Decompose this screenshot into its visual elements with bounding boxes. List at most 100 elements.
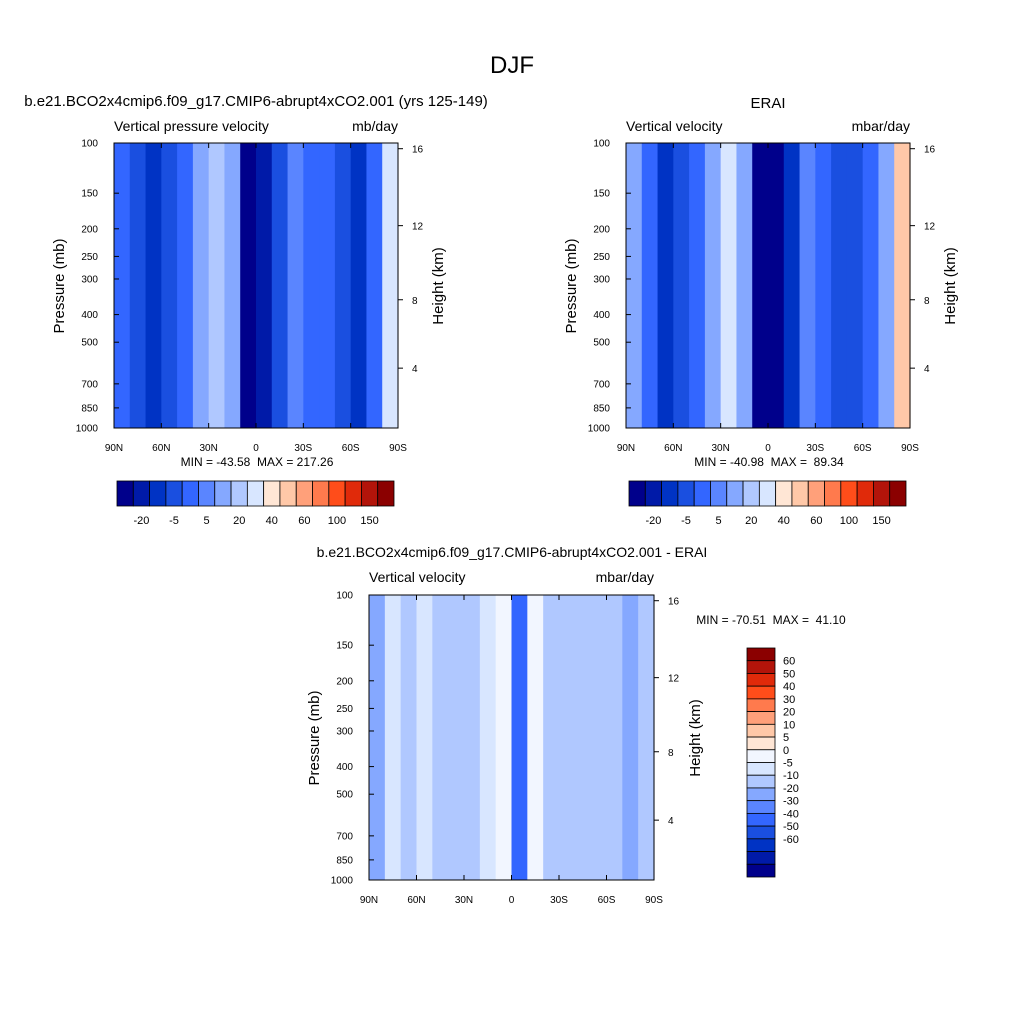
colorbar-label: 40 [778, 515, 790, 527]
colorbar-segment [230, 480, 248, 507]
colorbar-segment [746, 660, 776, 674]
data-cell [574, 595, 592, 880]
colorbar-segment [807, 480, 825, 507]
data-cell [145, 143, 162, 428]
y-tick-label: 1000 [331, 876, 354, 887]
y-tick-label: 200 [336, 676, 353, 687]
data-cell [287, 143, 304, 428]
y-tick-label: 500 [593, 338, 610, 349]
panel-title-obs: ERAI [750, 95, 785, 112]
colorbar-segment [746, 838, 776, 852]
colorbar-segment [214, 480, 232, 507]
colorbar-segment [132, 480, 150, 507]
colorbar-segment [746, 863, 776, 878]
data-cell [303, 143, 320, 428]
x-tick-label: 30N [199, 443, 217, 454]
data-cell [161, 143, 178, 428]
colorbar-segment [746, 774, 776, 789]
plot-model [113, 142, 403, 507]
y-tick-label: 400 [336, 762, 353, 773]
colorbar-label: 100 [328, 515, 346, 527]
data-cell [432, 595, 449, 880]
height-tick-label: 16 [668, 597, 680, 608]
x-tick-label: 30N [455, 895, 473, 906]
colorbar-label: 5 [783, 732, 789, 744]
colorbar-label: 100 [840, 515, 858, 527]
colorbar-label: -50 [783, 821, 799, 833]
y-tick-label: 400 [593, 310, 610, 321]
x-tick-label: 90S [901, 443, 919, 454]
y-tick-label: 200 [81, 224, 98, 235]
colorbar-segment [746, 723, 776, 738]
stats-obs: MIN = -40.98 MAX = 89.34 [694, 455, 844, 469]
y-tick-label: 300 [336, 726, 353, 737]
ylabel-right-diff: Height (km) [687, 699, 704, 777]
data-cell [479, 595, 497, 880]
data-cell [622, 595, 639, 880]
data-cell [192, 143, 210, 428]
colorbar-segment [746, 851, 776, 865]
colorbar-segment [328, 480, 346, 507]
data-cell [177, 143, 194, 428]
colorbar-label: 5 [204, 515, 210, 527]
x-tick-label: 60S [598, 895, 616, 906]
data-cell [129, 143, 147, 428]
data-cell [369, 595, 386, 880]
data-cell [448, 595, 465, 880]
right-label-model: mb/day [352, 118, 398, 134]
colorbar-label: 40 [783, 681, 795, 693]
y-tick-label: 1000 [76, 424, 99, 435]
data-cell [240, 143, 257, 428]
colorbar-segment [312, 480, 330, 507]
x-tick-label: 60N [664, 443, 682, 454]
height-tick-label: 16 [412, 145, 424, 156]
height-tick-label: 4 [412, 364, 418, 375]
data-cell [224, 143, 241, 428]
colorbar-label: -20 [783, 783, 799, 795]
x-tick-label: 30S [806, 443, 824, 454]
colorbar-segment [361, 480, 379, 507]
colorbar-segment [746, 673, 776, 687]
colorbar-label: 5 [716, 515, 722, 527]
colorbar-segment [377, 480, 395, 507]
colorbar-segment [746, 749, 776, 763]
colorbar-segment [246, 480, 265, 507]
y-tick-label: 500 [336, 790, 353, 801]
colorbar-segment [279, 480, 297, 507]
height-tick-label: 8 [924, 296, 930, 307]
data-cell [783, 143, 801, 428]
y-tick-label: 100 [336, 591, 353, 602]
data-cell [400, 595, 418, 880]
data-cell [626, 143, 643, 428]
height-tick-label: 4 [924, 364, 930, 375]
y-tick-label: 250 [336, 704, 353, 715]
y-tick-label: 1000 [588, 424, 611, 435]
data-cell [862, 143, 880, 428]
y-tick-label: 700 [336, 831, 353, 842]
ylabel-diff: Pressure (mb) [306, 690, 323, 785]
colorbar-segment [149, 480, 167, 507]
y-tick-label: 250 [593, 252, 610, 263]
colorbar-segment [746, 800, 776, 814]
y-tick-label: 150 [593, 189, 610, 200]
colorbar-segment [746, 698, 776, 713]
x-tick-label: 60N [152, 443, 170, 454]
colorbar-segment [746, 787, 776, 802]
colorbar-segment [661, 480, 679, 507]
ylabel-right-obs: Height (km) [942, 247, 959, 325]
plot-diff [368, 594, 776, 881]
colorbar-label: -5 [783, 758, 793, 770]
colorbar-label: -20 [133, 515, 149, 527]
colorbar-label: 150 [872, 515, 890, 527]
colorbar-segment [693, 480, 711, 507]
height-tick-label: 16 [924, 145, 936, 156]
data-cell [334, 143, 352, 428]
panel-title-model: b.e21.BCO2x4cmip6.f09_g17.CMIP6-abrupt4x… [24, 93, 488, 110]
colorbar-label: 10 [783, 719, 795, 731]
y-tick-label: 500 [81, 338, 98, 349]
y-tick-label: 150 [336, 641, 353, 652]
colorbar-segment [840, 480, 858, 507]
colorbar-segment [181, 480, 199, 507]
right-label-diff: mbar/day [596, 569, 654, 585]
